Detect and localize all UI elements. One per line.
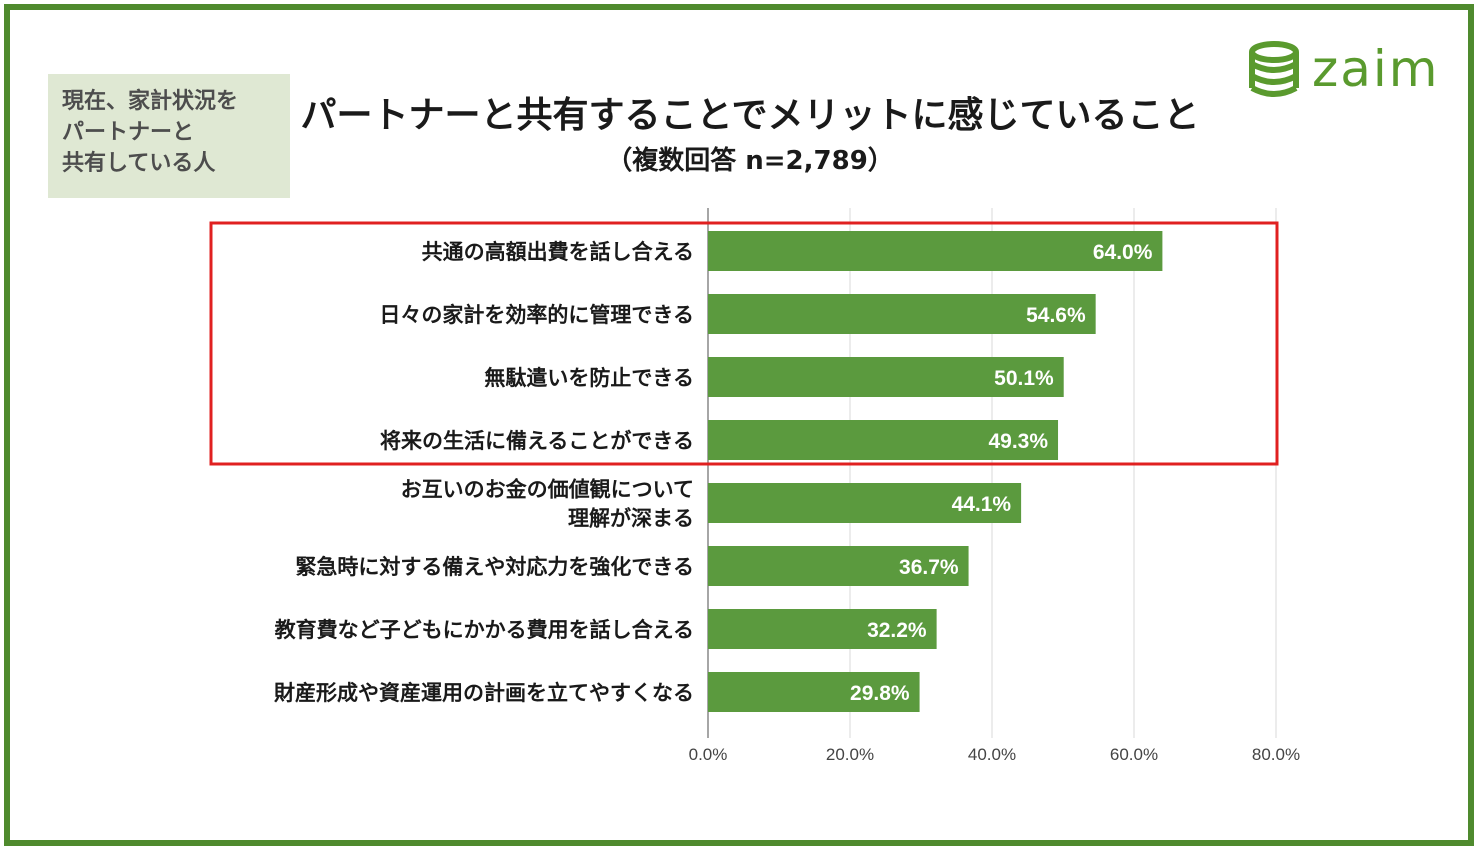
category-label: 教育費など子どもにかかる費用を話し合える bbox=[275, 618, 694, 642]
category-label: お互いのお金の価値観について bbox=[401, 478, 694, 502]
x-tick-label: 80.0% bbox=[1252, 745, 1300, 764]
badge-line-3: 共有している人 bbox=[62, 151, 216, 176]
category-label: 日々の家計を効率的に管理できる bbox=[379, 303, 694, 327]
highlight-box bbox=[209, 221, 1279, 466]
x-tick-label: 20.0% bbox=[826, 745, 874, 764]
bar bbox=[708, 294, 1096, 334]
x-tick-label: 0.0% bbox=[689, 745, 728, 764]
category-label: 緊急時に対する備えや対応力を強化できる bbox=[295, 555, 694, 579]
badge-line-1: 現在、家計状況を bbox=[62, 89, 239, 114]
data-label: 36.7% bbox=[899, 556, 959, 579]
data-label: 32.2% bbox=[867, 619, 927, 642]
badge-line-2: パートナーと bbox=[62, 120, 195, 145]
data-label: 54.6% bbox=[1026, 304, 1086, 327]
zaim-logo: zaim bbox=[1246, 40, 1446, 104]
data-label: 64.0% bbox=[1093, 241, 1153, 264]
bar bbox=[708, 672, 920, 712]
category-label: 理解が深まる bbox=[568, 507, 694, 531]
bar bbox=[708, 420, 1059, 460]
category-label: 将来の生活に備えることができる bbox=[380, 429, 694, 453]
coin-stack-icon bbox=[1249, 41, 1299, 97]
category-label: 無駄遣いを防止できる bbox=[484, 366, 694, 390]
x-tick-label: 60.0% bbox=[1110, 745, 1158, 764]
chart-title: パートナーと共有することでメリットに感じていること bbox=[300, 95, 1200, 136]
data-label: 49.3% bbox=[988, 430, 1048, 453]
bar bbox=[708, 546, 969, 586]
category-label: 共通の高額出費を話し合える bbox=[422, 240, 694, 264]
bar bbox=[708, 231, 1163, 271]
respondent-badge: 現在、家計状況を パートナーと 共有している人 bbox=[48, 74, 290, 198]
category-label: 財産形成や資産運用の計画を立てやすくなる bbox=[274, 681, 694, 705]
data-label: 29.8% bbox=[850, 682, 910, 705]
data-label: 50.1% bbox=[994, 367, 1054, 390]
chart-subtitle: （複数回答 n=2,789） bbox=[606, 146, 894, 176]
x-tick-label: 40.0% bbox=[968, 745, 1016, 764]
bar bbox=[708, 483, 1022, 523]
data-label: 44.1% bbox=[952, 493, 1012, 516]
bar bbox=[708, 609, 937, 649]
bar bbox=[708, 357, 1064, 397]
logo-text: zaim bbox=[1312, 40, 1440, 98]
